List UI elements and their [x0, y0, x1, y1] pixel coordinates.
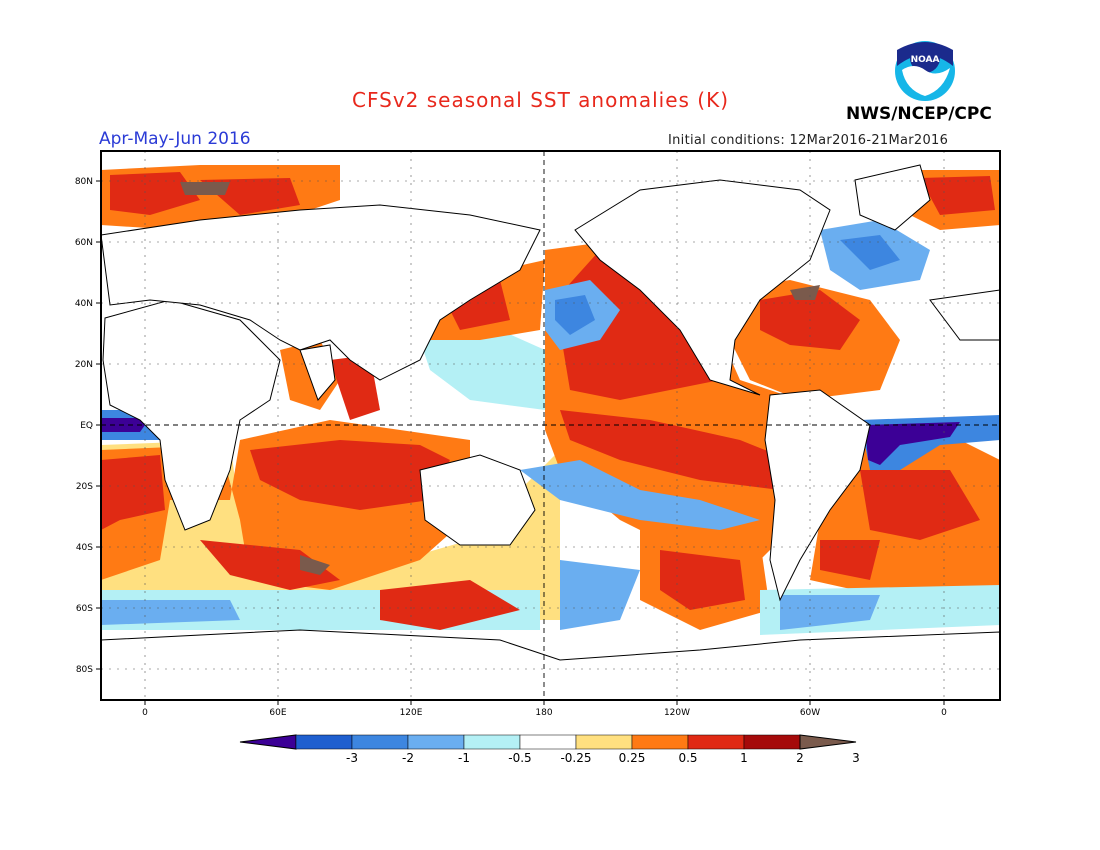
colorbar-label: -0.5	[508, 751, 531, 765]
greenland	[854, 164, 931, 231]
lat-label: 20S	[76, 482, 93, 492]
map-title: CFSv2 seasonal SST anomalies (K)	[352, 88, 729, 112]
lat-label: 40N	[75, 299, 93, 309]
india	[299, 344, 336, 401]
colorbar-label: 1	[740, 751, 748, 765]
lat-label: 40S	[76, 543, 93, 553]
longitude-labels: 0 60E 120E 180 120W 60W 0	[142, 708, 947, 718]
colorbar-swatch	[351, 734, 409, 750]
latitude-labels: 80N 60N 40N 20N EQ 20S 40S 60S 80S	[75, 177, 93, 675]
eurasia	[101, 204, 541, 381]
noaa-logo-text: NOAA	[911, 55, 940, 65]
lat-label: 60N	[75, 238, 93, 248]
colorbar-label: -2	[402, 751, 414, 765]
lon-label: 120E	[400, 708, 423, 718]
colorbar-swatch	[407, 734, 465, 750]
colorbar-swatch	[519, 734, 577, 750]
antarctica	[101, 629, 1000, 700]
colorbar-swatch	[799, 734, 857, 750]
lat-label: 80S	[76, 665, 93, 675]
eurasia-east	[929, 289, 1000, 341]
graticule	[101, 151, 1000, 700]
colorbar-swatch	[239, 734, 297, 750]
colorbar-label: 3	[852, 751, 860, 765]
initial-conditions-label: Initial conditions: 12Mar2016-21Mar2016	[668, 133, 949, 148]
season-label: Apr-May-Jun 2016	[99, 129, 251, 149]
colorbar-swatch	[687, 734, 745, 750]
lon-label: 180	[535, 708, 552, 718]
colorbar-label: 2	[796, 751, 804, 765]
axis-ticks	[96, 180, 945, 705]
colorbar: -3 -2 -1 -0.5 -0.25 0.25 0.5 1 2 3	[239, 734, 860, 765]
colorbar-label: -0.25	[560, 751, 591, 765]
land-masses	[101, 164, 1000, 700]
lon-label: 0	[941, 708, 947, 718]
lat-label: 60S	[76, 604, 93, 614]
colorbar-label: 0.25	[619, 751, 646, 765]
north-america	[574, 179, 831, 396]
australia	[419, 454, 536, 546]
colorbar-swatch	[575, 734, 633, 750]
colorbar-swatch	[463, 734, 521, 750]
colorbar-label: 0.5	[678, 751, 697, 765]
colorbar-label: -3	[346, 751, 358, 765]
colorbar-swatch	[631, 734, 689, 750]
equator-dateline	[101, 151, 1000, 700]
africa	[102, 299, 281, 531]
noaa-logo: NOAA	[895, 41, 955, 101]
lon-label: 120W	[664, 708, 690, 718]
lon-label: 60W	[800, 708, 820, 718]
lat-label: 80N	[75, 177, 93, 187]
south-america	[764, 389, 871, 602]
lat-label: 20N	[75, 360, 93, 370]
lon-label: 60E	[269, 708, 286, 718]
colorbar-swatch	[743, 734, 801, 750]
lat-label: EQ	[80, 421, 93, 431]
colorbar-swatch	[295, 734, 353, 750]
lon-label: 0	[142, 708, 148, 718]
colorbar-label: -1	[458, 751, 470, 765]
agency-label: NWS/NCEP/CPC	[846, 104, 992, 124]
